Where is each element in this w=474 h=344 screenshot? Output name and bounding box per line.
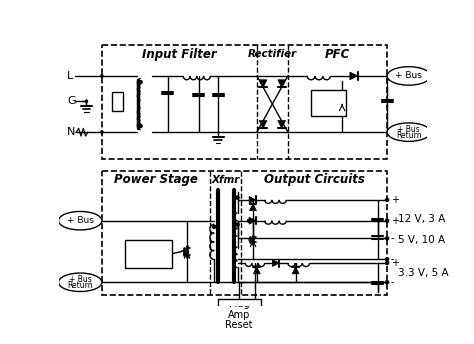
Circle shape (236, 196, 239, 199)
Polygon shape (249, 196, 256, 203)
Circle shape (247, 219, 251, 222)
Circle shape (385, 237, 389, 240)
Bar (311, 90, 346, 116)
Circle shape (213, 225, 216, 228)
Ellipse shape (387, 67, 430, 85)
Bar (218, 299, 261, 330)
Text: Xfmr: Xfmr (212, 175, 240, 185)
Circle shape (385, 258, 389, 261)
Circle shape (139, 125, 142, 128)
Polygon shape (273, 260, 279, 267)
Circle shape (385, 261, 389, 265)
Text: Mag
Amp
Reset: Mag Amp Reset (225, 299, 253, 331)
Text: G: G (67, 96, 76, 106)
Ellipse shape (58, 273, 102, 291)
Circle shape (100, 75, 103, 77)
Bar (102, 45, 387, 159)
Polygon shape (254, 267, 260, 274)
Polygon shape (350, 72, 357, 80)
Ellipse shape (58, 212, 102, 230)
Text: 3.3 V, 5 A: 3.3 V, 5 A (398, 268, 448, 278)
Circle shape (236, 223, 239, 226)
Text: +: + (391, 216, 399, 226)
Polygon shape (249, 204, 256, 211)
Circle shape (139, 80, 142, 84)
Bar (112, 92, 123, 110)
Polygon shape (278, 80, 285, 87)
Text: PFC: PFC (325, 48, 350, 61)
Bar (102, 171, 387, 295)
Text: Rectifier: Rectifier (248, 50, 297, 60)
Polygon shape (278, 121, 285, 128)
Polygon shape (259, 80, 267, 87)
Text: Return: Return (67, 281, 93, 290)
Polygon shape (249, 217, 256, 224)
Text: -: - (391, 233, 394, 244)
Text: PWM
Control: PWM Control (131, 243, 166, 265)
Text: 5 V, 10 A: 5 V, 10 A (398, 235, 445, 245)
Text: + Bus: + Bus (395, 72, 422, 80)
Text: Return: Return (396, 131, 421, 140)
Circle shape (85, 100, 88, 103)
Text: N: N (67, 127, 75, 137)
Text: + Bus: + Bus (67, 216, 93, 225)
Circle shape (385, 219, 389, 222)
Text: PFC
Control: PFC Control (310, 92, 346, 114)
Text: Output Circuits: Output Circuits (264, 173, 365, 186)
Text: + Bus: + Bus (69, 275, 91, 284)
Text: Input Filter: Input Filter (142, 48, 217, 61)
Text: Power Stage: Power Stage (114, 173, 198, 186)
Text: -: - (391, 254, 394, 264)
Text: L: L (67, 71, 73, 81)
Circle shape (100, 131, 103, 133)
Text: -: - (391, 277, 394, 287)
Text: +: + (391, 258, 399, 268)
Polygon shape (259, 121, 267, 128)
Polygon shape (292, 267, 299, 274)
Ellipse shape (387, 123, 430, 141)
Bar (125, 240, 172, 268)
Text: 12 V, 3 A: 12 V, 3 A (398, 214, 445, 224)
Circle shape (385, 198, 389, 202)
Text: + Bus: + Bus (397, 125, 420, 134)
Circle shape (385, 281, 389, 284)
Text: +: + (391, 195, 399, 205)
